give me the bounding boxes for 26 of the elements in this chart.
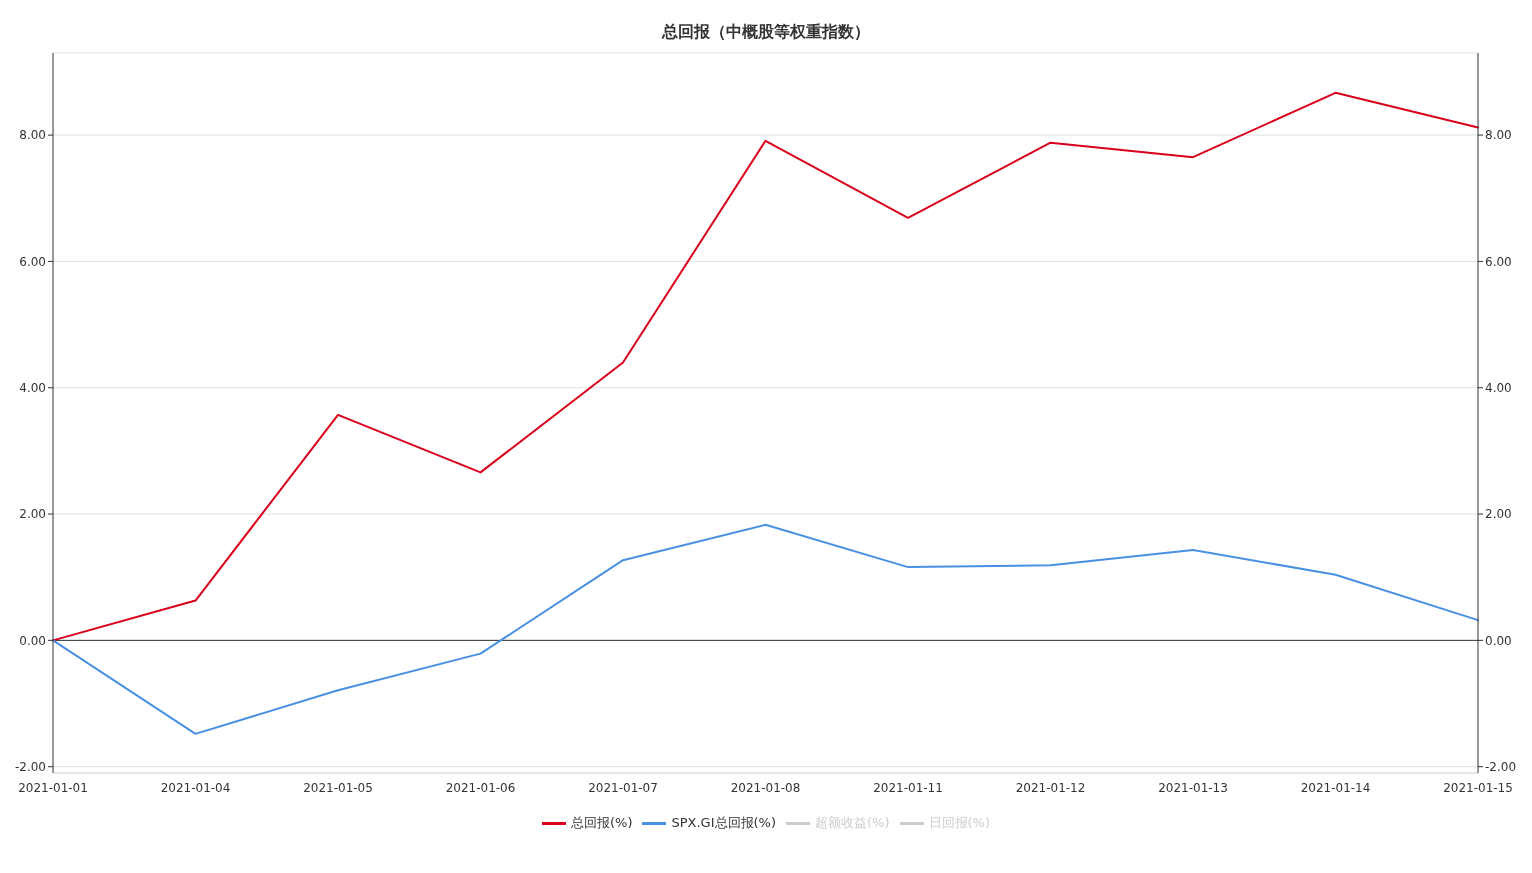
x-tick-label: 2021-01-14 [1300, 780, 1371, 795]
y2-tick-label: 6.00 [1485, 254, 1512, 269]
x-tick-label: 2021-01-08 [730, 780, 801, 795]
y2-tick-label: 8.00 [1485, 128, 1512, 143]
y-tick-label: -2.00 [14, 759, 46, 774]
x-tick-label: 2021-01-12 [1015, 780, 1086, 795]
x-tick-label: 2021-01-04 [160, 780, 231, 795]
legend-label: 总回报(%) [570, 814, 633, 832]
y-tick-label: 2.00 [19, 507, 46, 522]
x-tick-label: 2021-01-11 [873, 780, 943, 795]
y-tick-label: 8.00 [19, 128, 46, 143]
x-tick-label: 2021-01-06 [445, 780, 516, 795]
x-tick-label: 2021-01-15 [1443, 780, 1513, 795]
y-tick-label: 0.00 [19, 633, 46, 648]
y2-tick-label: 2.00 [1485, 507, 1512, 522]
x-tick-label: 2021-01-07 [588, 780, 658, 795]
y-tick-label: 6.00 [19, 254, 46, 269]
y2-tick-label: 0.00 [1485, 633, 1512, 648]
x-tick-label: 2021-01-13 [1158, 780, 1228, 795]
x-tick-label: 2021-01-01 [18, 780, 88, 795]
y2-tick-label: -2.00 [1485, 759, 1517, 774]
chart-title: 总回报（中概股等权重指数） [660, 22, 871, 43]
y2-tick-label: 4.00 [1485, 381, 1512, 395]
legend-label: SPX.GI总回报(%) [671, 814, 777, 832]
y-tick-label: 4.00 [19, 381, 46, 395]
x-tick-label: 2021-01-05 [303, 780, 373, 795]
